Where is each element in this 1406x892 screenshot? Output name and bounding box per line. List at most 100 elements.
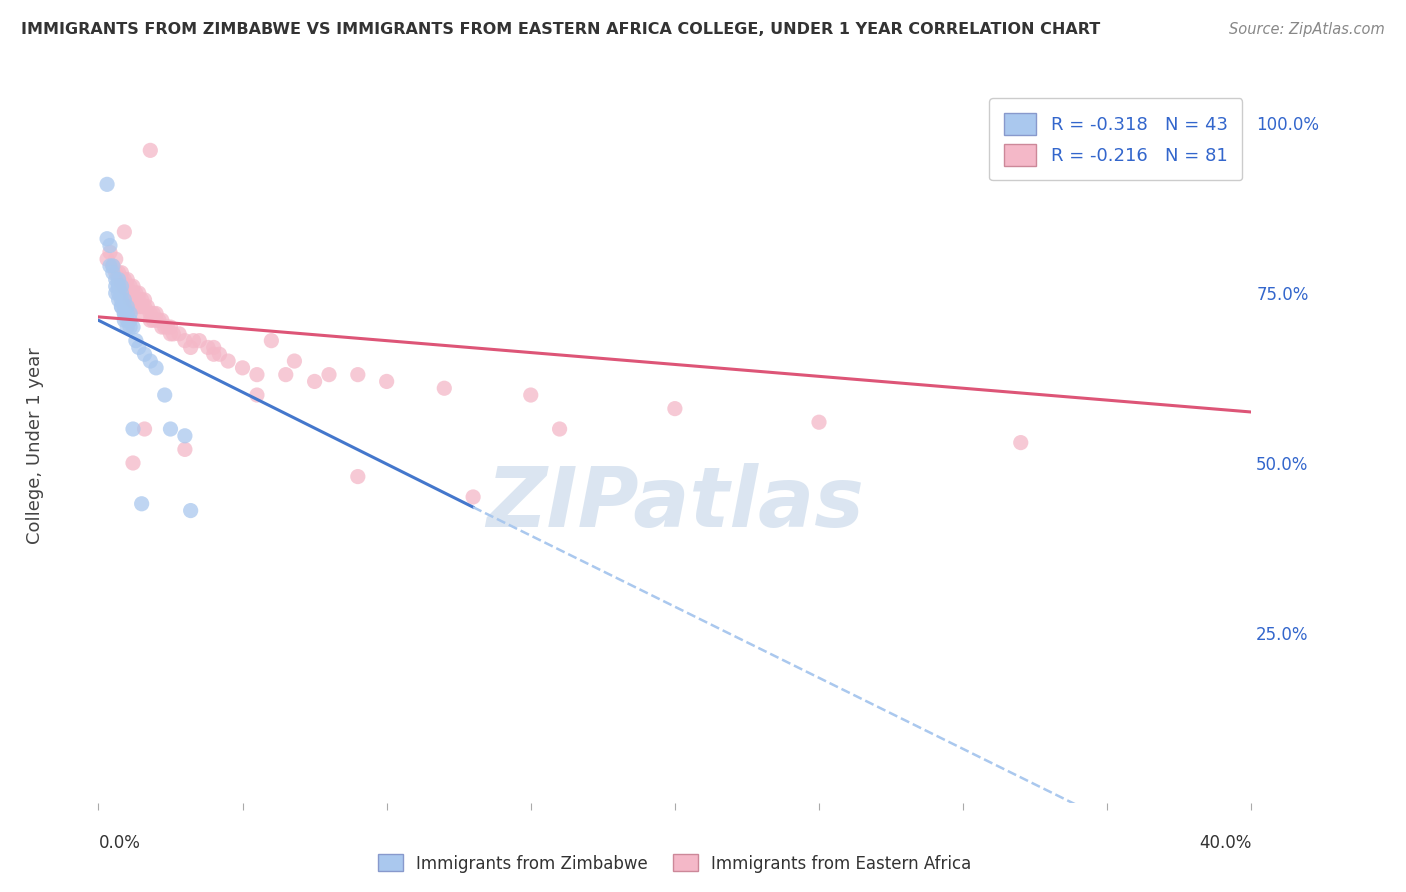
Point [461,490,484,504]
Point [122,293,145,307]
Point [274,368,297,382]
Point [318,368,340,382]
Legend: Immigrants from Zimbabwe, Immigrants from Eastern Africa: Immigrants from Zimbabwe, Immigrants fro… [371,847,979,880]
Point [142,313,165,327]
Point [112,272,135,286]
Point [548,422,571,436]
Point [125,334,148,348]
Point [520,388,543,402]
Point [260,334,283,348]
Point [208,347,231,361]
Point [107,272,129,286]
Point [128,300,150,314]
Point [122,320,145,334]
Point [142,306,165,320]
Point [117,272,139,286]
Point [117,306,139,320]
Point [120,320,142,334]
Point [96,252,118,266]
Point [107,286,129,301]
Point [125,286,148,301]
Point [98,238,121,252]
Point [110,266,132,280]
Point [139,306,162,320]
Point [110,286,132,301]
Point [110,279,132,293]
Point [183,334,205,348]
Point [134,422,156,436]
Point [131,306,153,320]
Point [120,306,142,320]
Point [125,300,148,314]
Point [304,375,326,389]
Point [104,252,127,266]
Point [107,293,129,307]
Point [159,326,181,341]
Point [128,286,150,301]
Point [134,293,156,307]
Point [122,422,145,436]
Point [134,300,156,314]
Point [107,279,129,293]
Point [101,259,124,273]
Point [128,341,150,355]
Point [174,334,197,348]
Point [110,293,132,307]
Point [180,341,202,355]
Point [122,286,145,301]
Point [117,279,139,293]
Point [145,313,167,327]
Text: 40.0%: 40.0% [1199,834,1251,852]
Point [346,469,368,483]
Point [139,354,162,368]
Point [156,320,179,334]
Point [96,232,118,246]
Text: Source: ZipAtlas.com: Source: ZipAtlas.com [1229,22,1385,37]
Point [98,259,121,273]
Point [139,144,162,158]
Text: IMMIGRANTS FROM ZIMBABWE VS IMMIGRANTS FROM EASTERN AFRICA COLLEGE, UNDER 1 YEAR: IMMIGRANTS FROM ZIMBABWE VS IMMIGRANTS F… [21,22,1101,37]
Point [180,503,202,517]
Point [159,422,181,436]
Point [110,279,132,293]
Point [346,368,368,382]
Point [217,354,239,368]
Point [125,293,148,307]
Point [162,326,184,341]
Point [145,306,167,320]
Point [110,300,132,314]
Point [202,347,225,361]
Point [122,456,145,470]
Point [101,266,124,280]
Point [120,279,142,293]
Point [136,300,159,314]
Point [107,279,129,293]
Text: ZIPatlas: ZIPatlas [486,463,863,543]
Point [283,354,305,368]
Point [120,286,142,301]
Point [231,360,254,375]
Point [150,320,173,334]
Point [120,293,142,307]
Point [125,293,148,307]
Point [110,300,132,314]
Point [131,497,153,511]
Point [104,286,127,301]
Point [96,178,118,192]
Point [117,313,139,327]
Legend: R = -0.318   N = 43, R = -0.216   N = 81: R = -0.318 N = 43, R = -0.216 N = 81 [990,98,1243,180]
Point [131,293,153,307]
Point [134,347,156,361]
Point [174,429,197,443]
Point [112,306,135,320]
Point [128,293,150,307]
Point [246,388,269,402]
Point [117,320,139,334]
Point [139,313,162,327]
Point [120,313,142,327]
Point [375,375,398,389]
Point [112,306,135,320]
Point [153,388,176,402]
Point [110,272,132,286]
Point [174,442,197,457]
